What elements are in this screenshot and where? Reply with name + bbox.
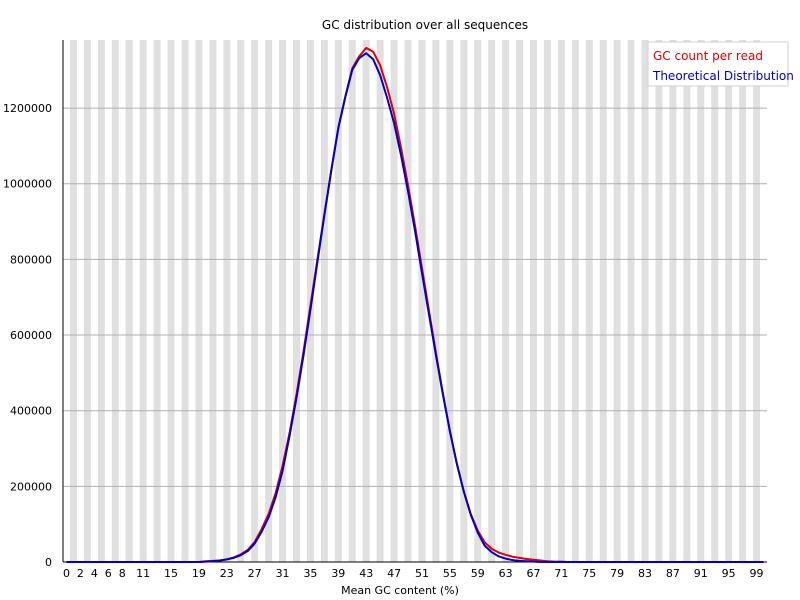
- legend-box: [647, 41, 789, 87]
- x-tick-label: 2: [77, 567, 84, 580]
- background-band: [390, 40, 398, 562]
- background-band: [279, 40, 287, 562]
- y-tick-label: 0: [45, 556, 52, 569]
- background-band: [348, 40, 356, 562]
- background-band: [404, 40, 412, 562]
- background-band: [69, 40, 77, 562]
- x-tick-label: 67: [526, 567, 540, 580]
- background-band: [543, 40, 551, 562]
- x-tick-label: 75: [582, 567, 596, 580]
- x-tick-label: 87: [666, 567, 680, 580]
- x-tick-label: 8: [119, 567, 126, 580]
- legend-entry-gc-count: GC count per read: [653, 49, 763, 63]
- x-tick-label: 39: [331, 567, 345, 580]
- background-band: [251, 40, 259, 562]
- x-tick-label: 0: [63, 567, 70, 580]
- background-band: [641, 40, 649, 562]
- background-band: [181, 40, 189, 562]
- background-band: [97, 40, 105, 562]
- background-band: [571, 40, 579, 562]
- background-band: [530, 40, 537, 562]
- background-band: [711, 40, 719, 562]
- x-tick-label: 4: [91, 567, 98, 580]
- background-band: [599, 40, 607, 562]
- background-band: [627, 40, 635, 562]
- x-tick-label: 31: [276, 567, 290, 580]
- y-tick-label: 400000: [10, 405, 52, 418]
- background-band: [557, 40, 565, 562]
- background-band: [125, 40, 133, 562]
- background-band: [613, 40, 621, 562]
- series-line-theoretical: [66, 52, 764, 563]
- x-tick-labels: 0 2 4 6 8 11 15 19 23 27 31 35 39 43 47 51 55 59 63 67 71 75 7…: [63, 567, 764, 580]
- x-tick-label: 6: [105, 567, 112, 580]
- background-band: [739, 40, 747, 562]
- x-tick-label: 91: [694, 567, 708, 580]
- background-band: [697, 40, 705, 562]
- background-band: [376, 40, 384, 562]
- x-tick-label: 99: [750, 567, 764, 580]
- background-band: [585, 40, 593, 562]
- y-tick-labels: 0 200000 400000 600000 800000 1000000 1200000: [3, 102, 52, 569]
- background-band: [83, 40, 91, 562]
- y-gridlines: [63, 107, 767, 487]
- x-tick-label: 35: [303, 567, 317, 580]
- background-band: [139, 40, 147, 562]
- y-tick-label: 200000: [10, 480, 52, 493]
- background-band: [237, 40, 245, 562]
- x-tick-label: 83: [638, 567, 652, 580]
- background-band: [474, 40, 482, 562]
- x-tick-label: 19: [192, 567, 206, 580]
- x-tick-label: 55: [443, 567, 457, 580]
- x-tick-label: 43: [359, 567, 373, 580]
- alternating-background-bands: [69, 40, 761, 562]
- background-band: [195, 40, 203, 562]
- background-band: [167, 40, 175, 562]
- x-tick-label: 11: [136, 567, 150, 580]
- background-band: [293, 40, 300, 562]
- background-band: [320, 40, 328, 562]
- x-tick-label: 15: [164, 567, 178, 580]
- background-band: [753, 40, 761, 562]
- background-band: [502, 40, 510, 562]
- x-tick-label: 23: [220, 567, 234, 580]
- x-tick-label: 51: [415, 567, 429, 580]
- chart-title: GC distribution over all sequences: [322, 18, 528, 32]
- x-tick-label: 63: [499, 567, 513, 580]
- y-tick-label: 800000: [10, 253, 52, 266]
- x-tick-label: 95: [722, 567, 736, 580]
- background-band: [725, 40, 733, 562]
- background-band: [446, 40, 454, 562]
- background-band: [516, 40, 524, 562]
- x-tick-label: 47: [387, 567, 401, 580]
- series-lines: [66, 46, 764, 563]
- x-tick-label: 27: [248, 567, 262, 580]
- background-band: [209, 40, 217, 562]
- background-band: [362, 40, 370, 562]
- y-tick-label: 600000: [10, 329, 52, 342]
- background-band: [488, 40, 496, 562]
- background-band: [669, 40, 677, 562]
- background-band: [432, 40, 440, 562]
- background-band: [460, 40, 468, 562]
- background-band: [223, 40, 231, 562]
- y-tick-label: 1000000: [3, 178, 52, 191]
- background-band: [655, 40, 663, 562]
- background-band: [683, 40, 691, 562]
- x-tick-label: 59: [471, 567, 485, 580]
- x-tick-label: 71: [554, 567, 568, 580]
- background-band: [334, 40, 342, 562]
- legend: GC count per read Theoretical Distributi…: [647, 41, 794, 87]
- legend-entry-theoretical: Theoretical Distribution: [652, 69, 794, 83]
- x-tick-label: 79: [610, 567, 624, 580]
- x-axis-label: Mean GC content (%): [341, 584, 459, 597]
- background-band: [418, 40, 426, 562]
- y-tick-label: 1200000: [3, 102, 52, 115]
- background-band: [265, 40, 273, 562]
- background-band: [153, 40, 161, 562]
- background-band: [111, 40, 119, 562]
